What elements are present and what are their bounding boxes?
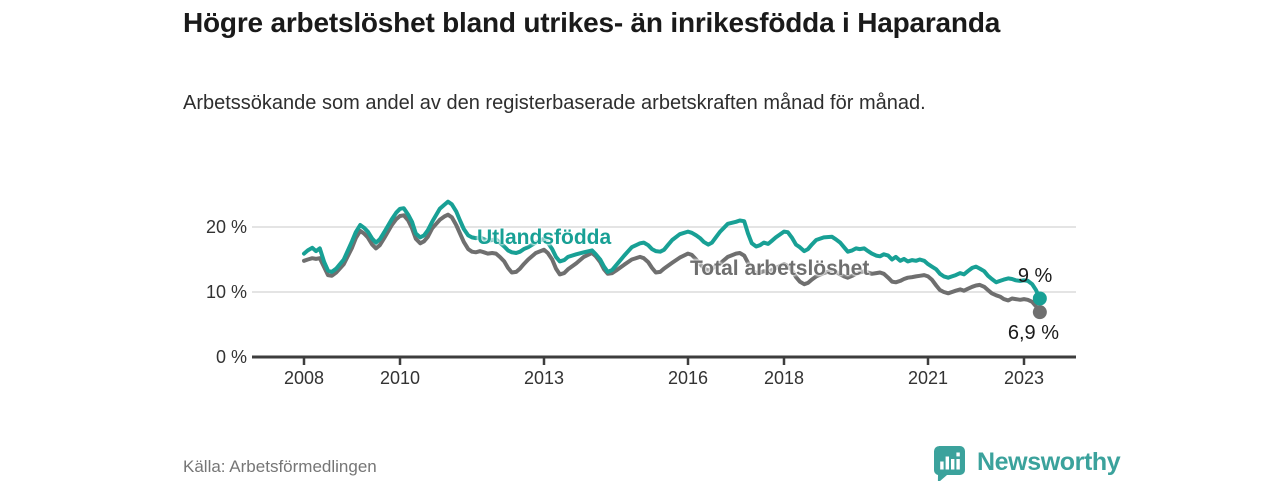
x-axis-label: 2008 xyxy=(283,368,325,388)
newsworthy-brand-link[interactable]: Newsworthy xyxy=(930,443,1121,481)
series-line xyxy=(302,212,1042,315)
x-axis-label: 2023 xyxy=(1003,368,1045,388)
x-axis-label: 2013 xyxy=(523,368,565,388)
series-name-label: Total arbetslöshet xyxy=(690,257,870,280)
page-title: Högre arbetslöshet bland utrikes- än inr… xyxy=(183,7,1001,38)
series-end-dot xyxy=(1032,305,1047,320)
end-value-label: 6,9 % xyxy=(1007,322,1059,345)
end-value-label: 9 % xyxy=(1017,264,1053,287)
x-axis-label: 2016 xyxy=(667,368,709,388)
source-attribution: Källa: Arbetsförmedlingen xyxy=(183,457,377,476)
y-axis-label: 20 % xyxy=(205,217,247,237)
series-name-label: Utlandsfödda xyxy=(477,226,612,249)
x-axis-label: 2010 xyxy=(379,368,421,388)
newsworthy-logo-icon xyxy=(930,443,968,481)
x-axis-label: 2021 xyxy=(907,368,949,388)
series-line xyxy=(302,199,1042,301)
y-axis-label: 0 % xyxy=(215,347,247,367)
chart-subtitle: Arbetssökande som andel av den registerb… xyxy=(183,92,926,114)
newsworthy-wordmark: Newsworthy xyxy=(977,447,1121,476)
series-end-dot xyxy=(1032,291,1047,306)
y-axis-label: 10 % xyxy=(205,282,247,302)
x-axis-label: 2018 xyxy=(763,368,805,388)
